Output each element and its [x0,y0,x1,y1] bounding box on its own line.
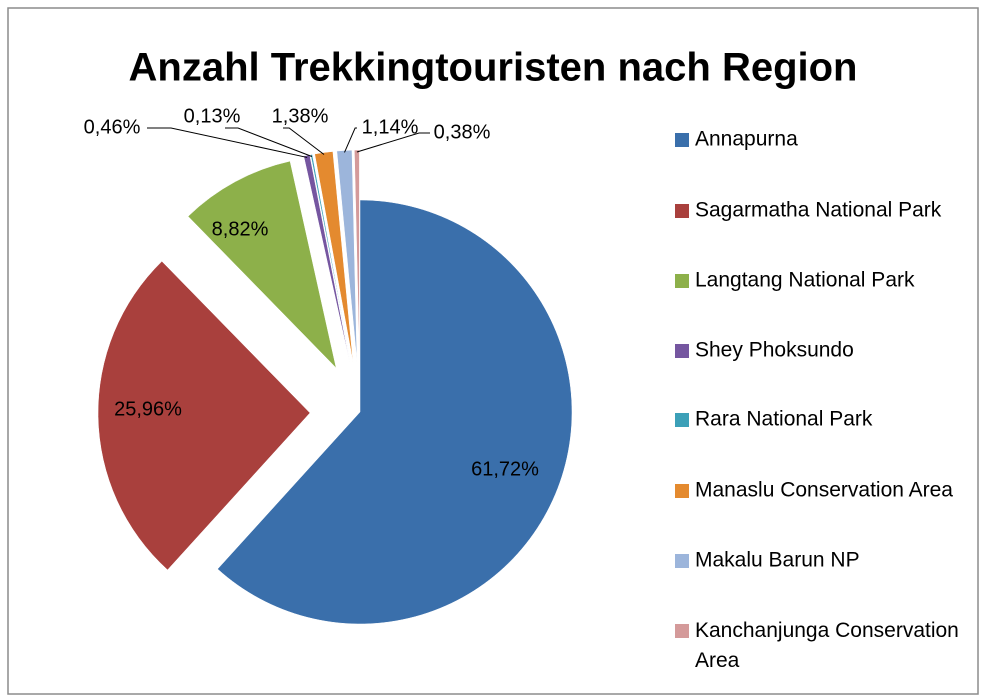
legend-label: Shey Phoksundo [695,339,854,362]
legend-swatch [675,274,689,288]
legend-label: Rara National Park [695,408,873,431]
data-label: 61,72% [471,458,539,480]
pie-slice [310,154,351,363]
pie-slice [187,160,337,369]
pie-slice [336,149,358,363]
data-label: 1,14% [362,116,419,138]
data-label: 8,82% [212,218,269,240]
leader-line [225,127,313,157]
pie-slice [354,149,360,363]
legend-label: Kanchanjunga Conservation Area [695,619,959,672]
legend-swatch [675,344,689,358]
legend-swatch [675,484,689,498]
leader-line [283,127,325,155]
data-label: 0,13% [184,105,241,127]
legend-swatch [675,204,689,218]
pie-slice [217,199,573,625]
legend-label: Makalu Barun NP [695,549,860,572]
legend-swatch [675,554,689,568]
pie-slice [314,151,354,363]
data-label: 1,38% [272,105,329,127]
legend-label: Annapurna [695,128,798,151]
legend-label: Sagarmatha National Park [695,199,942,222]
pie-slice [303,154,351,364]
data-label: 0,46% [84,116,141,138]
legend-swatch [675,133,689,147]
legend-swatch [675,624,689,638]
pie-slice [97,260,311,571]
leader-line [356,132,430,153]
leader-line [147,127,308,158]
data-label: 0,38% [434,121,491,143]
chart-title: Anzahl Trekkingtouristen nach Region [129,46,858,90]
leader-line [344,127,357,153]
legend-label: Langtang National Park [695,269,915,292]
data-label: 25,96% [114,398,182,420]
legend-label: Manaslu Conservation Area [695,479,953,502]
legend-swatch [675,413,689,427]
